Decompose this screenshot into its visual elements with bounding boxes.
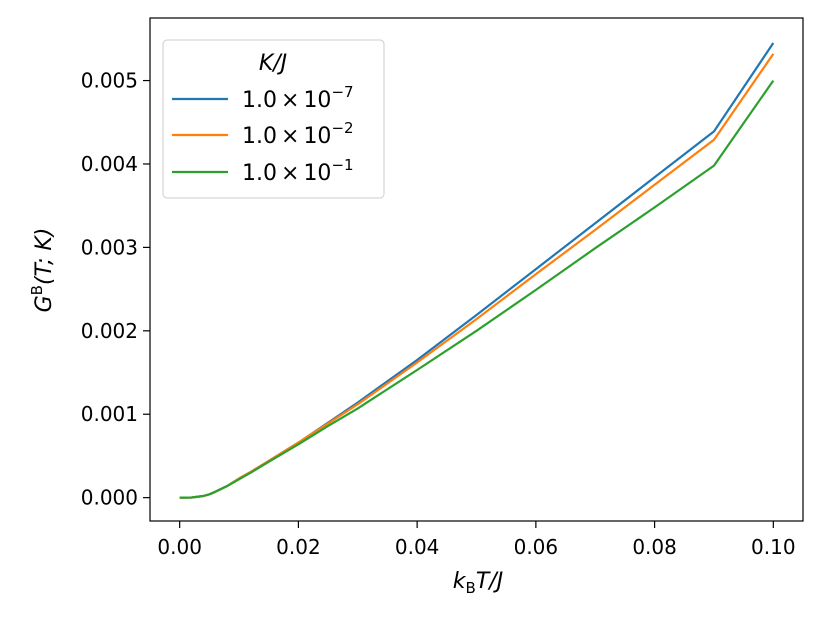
x-tick-label: 0.06	[514, 535, 559, 559]
legend-title: K/J	[259, 51, 287, 76]
y-tick-label: 0.003	[81, 235, 138, 259]
series-lines	[179, 42, 775, 499]
x-tick-label: 0.00	[157, 535, 202, 559]
y-axis-label-superscript: B	[28, 285, 46, 295]
y-tick-label: 0.005	[81, 69, 138, 93]
x-tick-label: 0.08	[632, 535, 677, 559]
legend-label-2: 1.0 × 10−2	[242, 119, 354, 149]
x-axis-label: kBT/J	[453, 569, 503, 597]
y-axis-label: GB(T; K)	[28, 228, 57, 313]
legend-label-3: 1.0 × 10−1	[242, 156, 354, 186]
y-tick-label: 0.000	[81, 486, 138, 510]
x-tick-label: 0.02	[276, 535, 321, 559]
legend-label-1: 1.0 × 10−7	[242, 83, 354, 113]
y-tick-label: 0.004	[81, 152, 138, 176]
plot-frame	[149, 17, 804, 522]
series-line-3	[179, 79, 775, 499]
x-axis-label-subscript: B	[466, 579, 476, 597]
y-tick-label: 0.001	[81, 402, 138, 426]
y-tick-label: 0.002	[81, 319, 138, 343]
legend-box	[162, 39, 385, 199]
x-tick-label: 0.10	[751, 535, 796, 559]
x-tick-label: 0.04	[395, 535, 440, 559]
legend: K/J 1.0 × 10−7 1.0 × 10−2 1.0 × 10−1	[162, 39, 385, 199]
